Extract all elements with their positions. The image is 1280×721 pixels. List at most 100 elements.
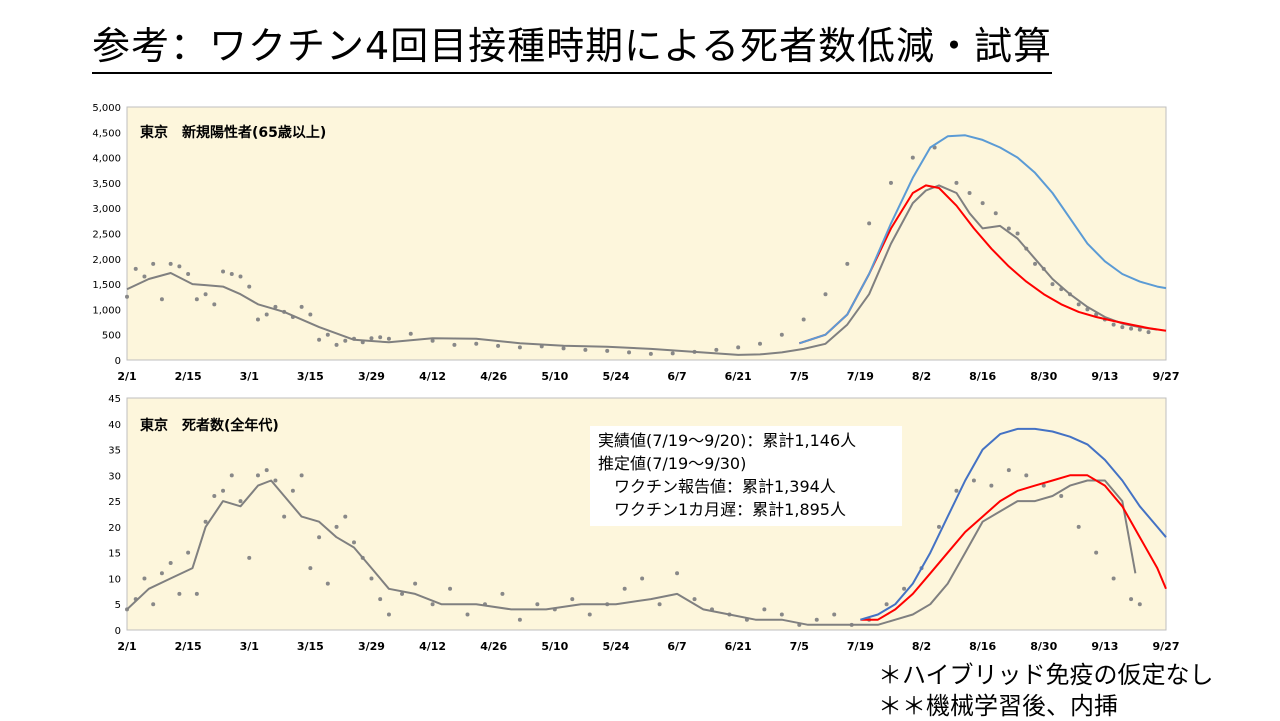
top-observed-point [1033, 261, 1038, 266]
bottom-observed-point [203, 519, 208, 524]
top-x-tick-label: 9/27 [1153, 370, 1180, 383]
bottom-observed-point [151, 602, 156, 607]
top-y-tick-label: 2,000 [92, 255, 121, 266]
note-1: ＊ハイブリッド免疫の仮定なし [878, 661, 1214, 689]
top-y-tick-label: 0 [115, 356, 121, 367]
bottom-observed-point [238, 499, 243, 504]
top-observed-point [229, 271, 234, 276]
bottom-observed-point [282, 514, 287, 519]
top-observed-point [474, 341, 479, 346]
bottom-observed-point [430, 602, 435, 607]
top-observed-point [823, 292, 828, 297]
bottom-observed-point [779, 612, 784, 617]
top-observed-point [1129, 326, 1134, 331]
top-observed-point [1076, 302, 1081, 307]
bottom-y-tick-label: 30 [108, 471, 121, 482]
top-observed-point [186, 271, 191, 276]
top-x-tick-label: 9/13 [1091, 370, 1118, 383]
bottom-x-tick-label: 7/5 [790, 640, 809, 653]
top-observed-point [159, 297, 164, 302]
top-observed-point [308, 312, 313, 317]
annotation-line4: ワクチン1カ月遅：累計1,895人 [614, 500, 846, 519]
top-observed-point [378, 335, 383, 340]
bottom-trend-line [126, 479, 1137, 626]
annotation-line1: 実績値(7/19～9/20)：累計1,146人 [598, 431, 857, 450]
bottom-x-tick-label: 5/24 [602, 640, 629, 653]
bottom-observed-point [299, 473, 304, 478]
top-y-tick-label: 1,500 [92, 280, 121, 291]
top-x-tick-label: 6/21 [725, 370, 752, 383]
top-observed-point [605, 348, 610, 353]
bottom-x-tick-label: 8/16 [969, 640, 996, 653]
top-trend-line [126, 184, 1158, 356]
top-observed-point [910, 155, 915, 160]
bottom-observed-point [1094, 550, 1099, 555]
bottom-observed-point [692, 597, 697, 602]
bottom-observed-point [343, 514, 348, 519]
bottom-chart-title: 東京 死者数(全年代) [140, 417, 279, 434]
top-observed-point [670, 351, 675, 356]
top-observed-point [1111, 322, 1116, 327]
bottom-y-tick-label: 20 [108, 523, 121, 534]
top-observed-point [801, 317, 806, 322]
top-observed-point [177, 264, 182, 269]
top-observed-point [561, 346, 566, 351]
top-observed-point [1015, 231, 1020, 236]
bottom-vaccine-delayed-line [860, 427, 1167, 621]
bottom-x-tick-label: 5/10 [541, 640, 568, 653]
top-y-tick-label: 500 [102, 331, 121, 342]
bottom-observed-point [229, 473, 234, 478]
top-x-tick-label: 3/1 [240, 370, 259, 383]
bottom-observed-point [247, 555, 252, 560]
top-observed-point [1006, 226, 1011, 231]
bottom-observed-point [936, 524, 941, 529]
bottom-observed-point [386, 612, 391, 617]
top-observed-point [496, 343, 501, 348]
top-observed-point [967, 191, 972, 196]
bottom-observed-point [622, 586, 627, 591]
top-observed-point [299, 304, 304, 309]
top-observed-point [954, 180, 959, 185]
top-x-tick-label: 8/2 [912, 370, 931, 383]
bottom-observed-point [186, 550, 191, 555]
top-observed-point [125, 294, 129, 299]
bottom-y-tick-label: 0 [115, 626, 121, 637]
top-x-tick-label: 8/16 [969, 370, 996, 383]
bottom-observed-point [369, 576, 374, 581]
top-observed-point [1120, 325, 1125, 330]
top-x-tick-label: 5/10 [541, 370, 568, 383]
top-observed-point [758, 341, 763, 346]
top-x-tick-label: 7/19 [847, 370, 874, 383]
bottom-observed-point [517, 617, 522, 622]
top-x-tick-label: 3/15 [297, 370, 324, 383]
top-y-tick-label: 3,000 [92, 204, 121, 215]
bottom-observed-point [902, 586, 907, 591]
bottom-observed-point [378, 597, 383, 602]
bottom-y-tick-label: 45 [108, 394, 121, 405]
bottom-observed-point [448, 586, 453, 591]
bottom-y-tick-label: 10 [108, 574, 121, 585]
top-observed-point [212, 302, 217, 307]
bottom-observed-point [971, 478, 976, 483]
bottom-x-tick-label: 2/15 [175, 640, 202, 653]
bottom-x-tick-label: 9/13 [1091, 640, 1118, 653]
top-observed-point [142, 274, 147, 279]
top-observed-point [627, 350, 632, 355]
top-chart-title: 東京 新規陽性者(65歳以上) [140, 124, 326, 141]
bottom-observed-point [500, 591, 505, 596]
top-x-tick-label: 7/5 [790, 370, 809, 383]
bottom-observed-point [657, 602, 662, 607]
top-observed-point [273, 304, 278, 309]
bottom-observed-point [954, 488, 959, 493]
bottom-observed-point [1129, 597, 1134, 602]
top-y-tick-label: 2,500 [92, 230, 121, 241]
bottom-x-tick-label: 8/30 [1030, 640, 1057, 653]
top-observed-point [343, 338, 348, 343]
top-observed-point [888, 180, 893, 185]
bottom-y-tick-label: 25 [108, 497, 121, 508]
top-observed-point [867, 221, 872, 226]
top-observed-point [247, 284, 252, 289]
top-observed-point [255, 317, 260, 322]
bottom-observed-point [1024, 473, 1029, 478]
